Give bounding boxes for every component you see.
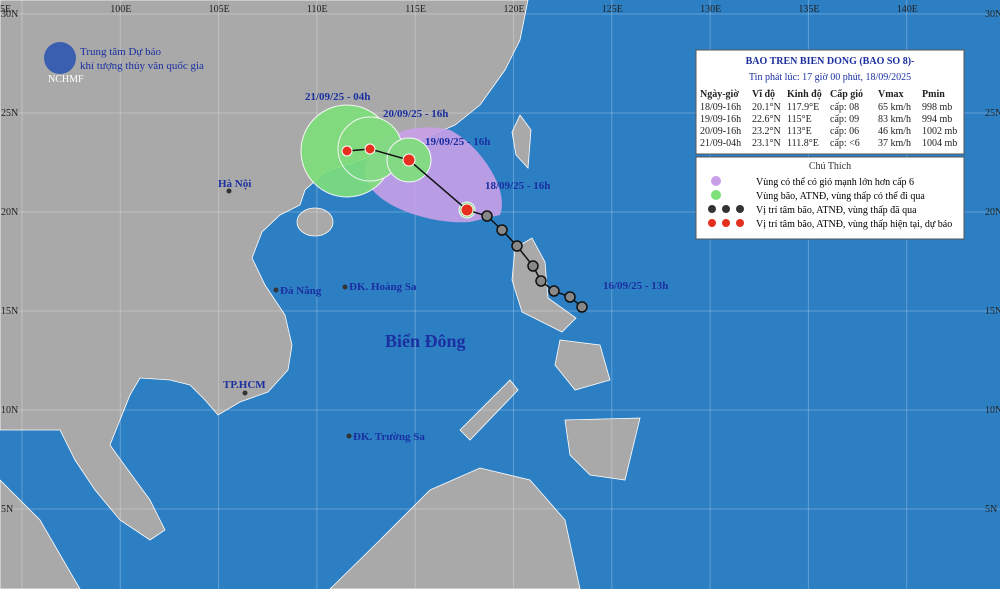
logo-text: NCHMF — [48, 74, 84, 85]
table-cell: 1004 mb — [922, 138, 957, 149]
table-header: Vĩ độ — [752, 89, 775, 100]
agency: khí tượng thủy văn quốc gia — [80, 60, 204, 72]
track-label: 18/09/25 - 16h — [485, 180, 550, 192]
lat-label: 10N — [1, 405, 18, 416]
info-box: BAO TREN BIEN DONG (BAO SO 8)- Tin phát … — [695, 49, 965, 240]
table-cell: 115°E — [787, 114, 812, 125]
legend-title: Chú Thích — [809, 161, 851, 172]
place: ĐK. Trường Sa — [353, 431, 425, 443]
forecast-positions — [341, 143, 474, 217]
table-cell: 998 mb — [922, 102, 952, 113]
lon-label: 130E — [700, 4, 721, 15]
lon-label: 140E — [897, 4, 918, 15]
legend-swatch — [708, 219, 744, 227]
table-cell: 46 km/h — [878, 126, 911, 137]
lat-label: 15N — [985, 306, 1000, 317]
table-header: Kinh độ — [787, 89, 822, 100]
track-label: 21/09/25 - 04h — [305, 91, 370, 103]
lon-label: 5E — [0, 4, 11, 15]
place: Đà Nẵng — [280, 285, 322, 297]
table-header: Pmin — [922, 89, 945, 100]
table-cell: 83 km/h — [878, 114, 911, 125]
agency: Trung tâm Dự báo — [80, 46, 162, 58]
lat-label: 5N — [985, 504, 997, 515]
table-cell: 113°E — [787, 126, 812, 137]
place-dots — [226, 188, 352, 439]
legend-swatch — [708, 205, 744, 213]
track-label: 20/09/25 - 16h — [383, 108, 448, 120]
table-cell: 65 km/h — [878, 102, 911, 113]
lat-label: 15N — [1, 306, 18, 317]
table-cell: 21/09-04h — [700, 138, 741, 149]
lon-label: 100E — [110, 4, 131, 15]
lon-label: 135E — [798, 4, 819, 15]
place: Hà Nội — [218, 178, 251, 190]
lon-label: 105E — [209, 4, 230, 15]
lat-label: 10N — [985, 405, 1000, 416]
lat-label: 30N — [985, 9, 1000, 20]
place: ĐK. Hoàng Sa — [349, 281, 417, 293]
table-cell: 19/09-16h — [700, 114, 741, 125]
lon-label: 115E — [405, 4, 426, 15]
table-cell: cấp: 09 — [830, 114, 859, 125]
table-cell: 994 mb — [922, 114, 952, 125]
table-cell: cấp: 08 — [830, 102, 859, 113]
table-cell: 22.6°N — [752, 114, 781, 125]
table-header: Vmax — [878, 89, 904, 100]
legend-swatch — [711, 190, 721, 200]
lon-label: 120E — [504, 4, 525, 15]
table-header: Cấp gió — [830, 89, 863, 100]
legend-item: Vị trí tâm bão, ATNĐ, vùng thấp hiện tại… — [756, 219, 952, 230]
table-cell: 1002 mb — [922, 126, 957, 137]
legend-item: Vùng bão, ATNĐ, vùng thấp có thể đi qua — [756, 191, 925, 202]
place: TP.HCM — [223, 379, 266, 391]
info-subtitle: Tin phát lúc: 17 giờ 00 phút, 18/09/2025 — [749, 72, 911, 83]
table-cell: 20.1°N — [752, 102, 781, 113]
table-header: Ngày-giờ — [700, 89, 739, 100]
lat-label: 5N — [1, 504, 13, 515]
logo — [44, 42, 76, 74]
table-cell: 23.2°N — [752, 126, 781, 137]
lat-label: 25N — [1, 108, 18, 119]
lat-label: 20N — [1, 207, 18, 218]
lat-label: 25N — [985, 108, 1000, 119]
table-cell: 117.9°E — [787, 102, 819, 113]
legend-item: Vị trí tâm bão, ATNĐ, vùng thấp đã qua — [756, 205, 917, 216]
lat-label: 30N — [1, 9, 18, 20]
table-cell: 18/09-16h — [700, 102, 741, 113]
table-cell: 111.8°E — [787, 138, 819, 149]
sea-name: Biển Đông — [385, 331, 466, 351]
track-label: 19/09/25 - 16h — [425, 136, 490, 148]
info-title: BAO TREN BIEN DONG (BAO SO 8)- — [746, 56, 915, 67]
table-cell: 37 km/h — [878, 138, 911, 149]
legend-item: Vùng có thể có gió mạnh lớn hơn cấp 6 — [756, 177, 914, 188]
lon-label: 110E — [307, 4, 328, 15]
legend-swatch — [711, 176, 721, 186]
table-cell: 20/09-16h — [700, 126, 741, 137]
info-panel — [695, 49, 965, 155]
lat-label: 20N — [985, 207, 1000, 218]
past-positions — [481, 210, 588, 313]
table-cell: cấp: <6 — [830, 138, 860, 149]
table-cell: 23.1°N — [752, 138, 781, 149]
table-cell: cấp: 06 — [830, 126, 859, 137]
track-label: 16/09/25 - 13h — [603, 280, 668, 292]
lon-label: 125E — [602, 4, 623, 15]
